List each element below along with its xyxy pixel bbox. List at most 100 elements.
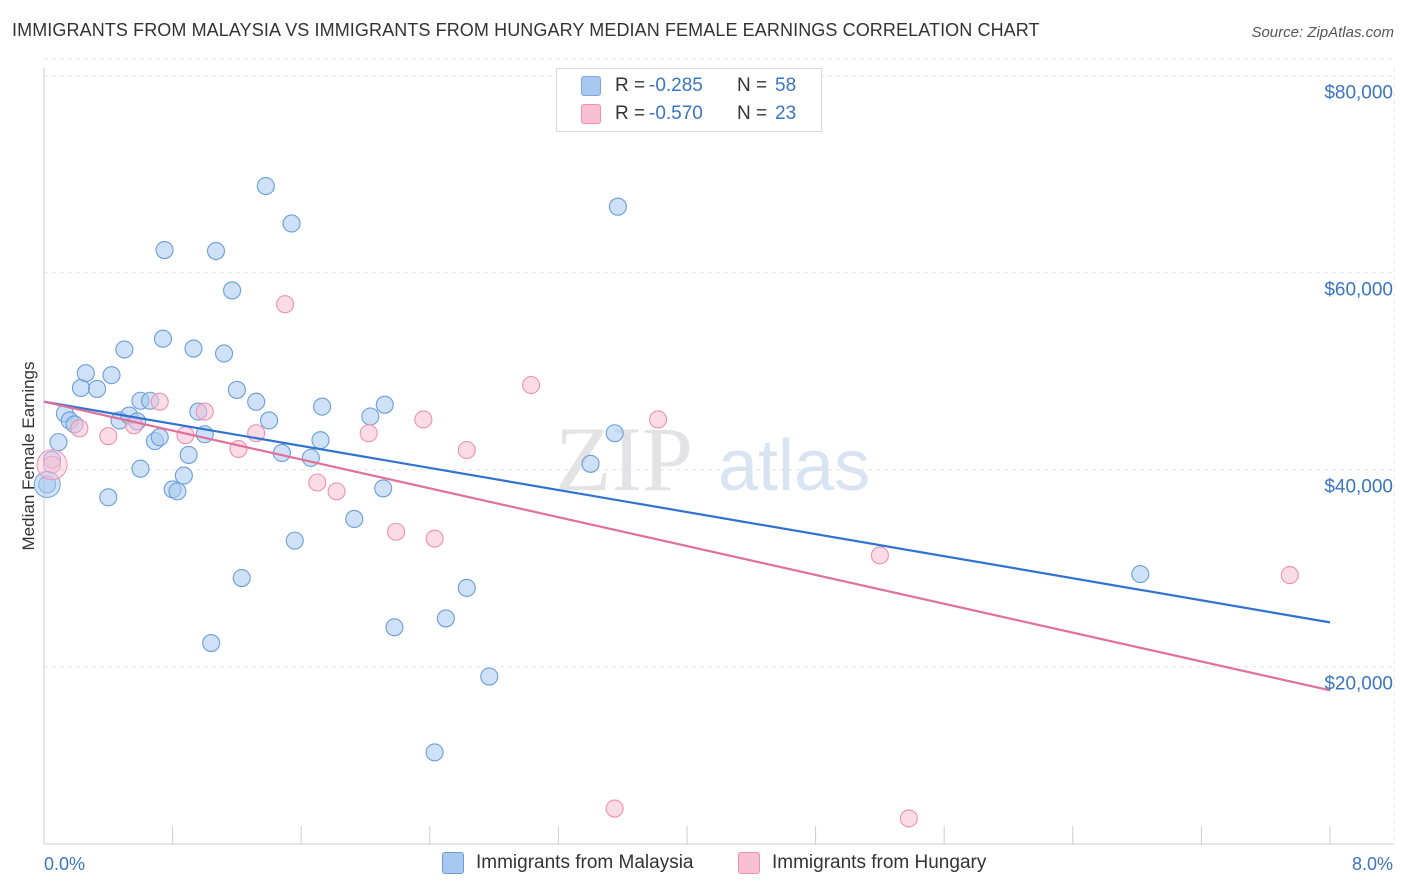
trend-lines (43, 400, 1331, 692)
hungary-point (36, 449, 68, 481)
tick-labels: $20,000 $40,000 $60,000 $80,000 0.0% 8.0% (44, 83, 1393, 874)
watermark: ZIP atlas (555, 408, 870, 510)
y-tick-label: $20,000 (1324, 674, 1393, 695)
scatter-points (33, 176, 1299, 828)
correlation-legend: R = -0.285 N = 58 R = -0.570 N = 23 (556, 68, 822, 132)
legend-r-label: R = (615, 75, 646, 96)
malaysia-point (153, 329, 173, 348)
malaysia-point (581, 454, 600, 473)
malaysia-point (168, 482, 187, 501)
legend-row-malaysia: R = -0.285 N = 58 (581, 73, 796, 99)
chart-title: IMMIGRANTS FROM MALAYSIA VS IMMIGRANTS F… (12, 20, 1040, 40)
malaysia-point (99, 488, 118, 507)
malaysia-trend-line (43, 400, 1331, 624)
malaysia-point (33, 470, 61, 498)
hungary-point (414, 410, 433, 429)
hungary-point (308, 473, 327, 492)
legend-swatch-hungary (581, 104, 601, 124)
malaysia-point (361, 407, 380, 426)
hungary-point (522, 375, 541, 395)
hungary-point (99, 427, 118, 446)
malaysia-point (227, 380, 246, 399)
legend-label-hungary: Immigrants from Hungary (772, 852, 987, 873)
malaysia-point (49, 433, 68, 452)
malaysia-point (457, 578, 476, 597)
malaysia-point (150, 428, 169, 447)
malaysia-point (115, 340, 134, 359)
legend-label-malaysia: Immigrants from Malaysia (476, 852, 694, 873)
x-tick-label: 8.0% (1352, 854, 1393, 874)
malaysia-point (385, 618, 404, 637)
malaysia-point (608, 197, 627, 216)
malaysia-point (282, 214, 301, 233)
watermark-zip: ZIP (555, 408, 693, 510)
malaysia-point (206, 241, 226, 261)
series-legend: Immigrants from Malaysia Immigrants from… (0, 852, 1406, 878)
hungary-point (899, 809, 918, 828)
malaysia-point (232, 568, 251, 588)
malaysia-point (1131, 565, 1150, 584)
hungary-trend-line (43, 400, 1331, 692)
legend-n-label: N = (737, 103, 768, 124)
legend-r-value: -0.285 (649, 75, 703, 96)
hungary-point (870, 546, 889, 565)
axes (43, 68, 1394, 845)
legend-swatch-malaysia (442, 852, 464, 874)
legend-n-value: 58 (775, 75, 797, 96)
y-tick-label: $40,000 (1324, 477, 1393, 498)
hungary-point (327, 482, 346, 501)
hungary-point (649, 410, 668, 429)
malaysia-point (87, 379, 107, 398)
x-tick-label: 0.0% (44, 854, 85, 874)
hungary-point (605, 799, 624, 818)
y-tick-label: $60,000 (1324, 280, 1393, 301)
malaysia-point (202, 634, 221, 653)
source-label: Source: ZipAtlas.com (1251, 24, 1394, 41)
hungary-point (276, 295, 295, 314)
legend-row-hungary: R = -0.570 N = 23 (581, 101, 796, 127)
hungary-point (124, 416, 144, 435)
malaysia-point (155, 240, 174, 260)
y-tick-label: $80,000 (1324, 83, 1393, 104)
malaysia-point (131, 459, 150, 478)
malaysia-point (375, 395, 394, 414)
malaysia-point (605, 424, 624, 443)
y-axis-title: Median Female Earnings (19, 362, 38, 551)
malaysia-point (374, 479, 393, 498)
malaysia-point (311, 431, 330, 450)
legend-swatch-hungary (738, 852, 760, 874)
malaysia-point (436, 609, 455, 628)
watermark-atlas: atlas (718, 426, 870, 506)
malaysia-point (285, 531, 304, 550)
legend-r-value: -0.570 (649, 103, 703, 124)
malaysia-point (425, 743, 444, 762)
hungary-point (359, 424, 378, 443)
hungary-point (195, 402, 214, 421)
malaysia-point (256, 176, 275, 196)
legend-item-hungary[interactable]: Immigrants from Hungary (738, 852, 986, 874)
malaysia-point (223, 281, 242, 300)
malaysia-point (259, 411, 279, 430)
hungary-point (1280, 566, 1299, 585)
malaysia-point (345, 509, 364, 529)
malaysia-point (102, 366, 121, 385)
legend-n-value: 23 (775, 103, 797, 124)
hungary-point (386, 522, 406, 541)
hungary-point (150, 392, 169, 411)
legend-n-label: N = (737, 75, 768, 96)
legend-swatch-malaysia (581, 76, 601, 96)
hungary-point (70, 419, 89, 438)
malaysia-point (313, 397, 332, 416)
hungary-point (425, 529, 444, 548)
hungary-point (457, 440, 476, 460)
malaysia-point (247, 392, 266, 411)
malaysia-point (179, 445, 198, 464)
malaysia-point (184, 339, 203, 358)
legend-item-malaysia[interactable]: Immigrants from Malaysia (442, 852, 694, 874)
malaysia-point (214, 344, 234, 363)
malaysia-point (174, 466, 193, 485)
malaysia-point (76, 364, 95, 383)
malaysia-point (480, 667, 499, 686)
legend-r-label: R = (615, 103, 646, 124)
